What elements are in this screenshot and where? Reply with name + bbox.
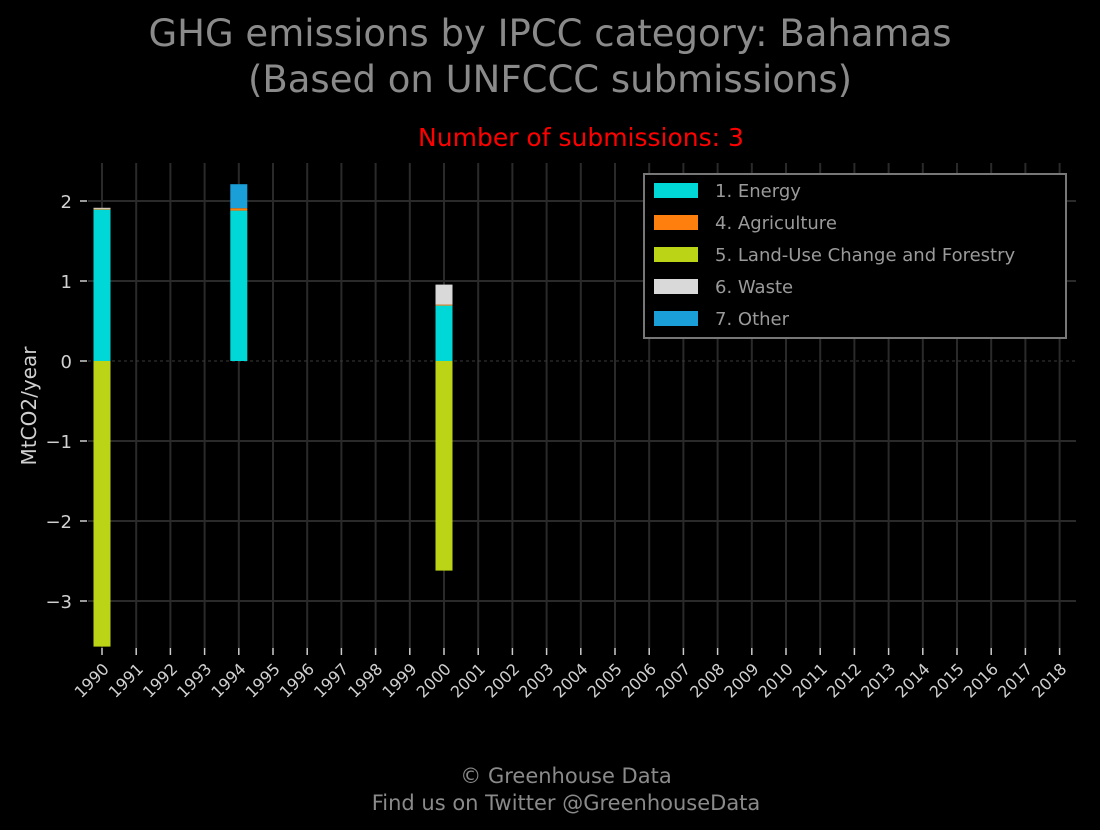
x-tick-label: 2000 [413, 659, 455, 701]
legend-label: 1. Energy [715, 181, 801, 202]
grid [88, 163, 1076, 648]
y-tick-label: −2 [45, 512, 72, 533]
bar-segment [435, 304, 453, 306]
x-tick-label: 1998 [344, 659, 386, 701]
y-axis-label: MtCO2/year [17, 346, 41, 466]
x-tick-label: 2014 [891, 659, 933, 701]
x-tick-label: 2004 [549, 659, 591, 701]
x-tick-label: 2009 [720, 659, 762, 701]
legend-swatch [654, 215, 698, 230]
legend-label: 7. Other [715, 309, 790, 330]
y-tick-label: 1 [61, 272, 72, 293]
x-tick-label: 2002 [481, 659, 523, 701]
bars [93, 184, 453, 647]
x-tick-label: 2006 [618, 659, 660, 701]
x-tick-label: 1997 [310, 659, 352, 701]
x-tick-label: 1994 [207, 659, 249, 701]
bar-segment [435, 305, 453, 361]
bar-segment [93, 207, 111, 209]
footer-twitter: Find us on Twitter @GreenhouseData [371, 791, 761, 815]
x-tick-label: 1996 [276, 659, 318, 701]
x-tick-label: 2018 [1028, 659, 1070, 701]
x-tick-label: 1992 [139, 659, 181, 701]
bar-segment [435, 361, 453, 571]
chart-title: GHG emissions by IPCC category: Bahamas [148, 12, 952, 55]
x-tick-label: 2001 [447, 659, 489, 701]
legend-swatch [654, 247, 698, 262]
legend-box [643, 173, 1067, 339]
x-tick-label: 1993 [173, 659, 215, 701]
legend-swatch [654, 311, 698, 326]
x-tick-label: 2013 [857, 659, 899, 701]
bar-segment [435, 284, 453, 305]
legend-swatch [654, 183, 698, 198]
y-tick-label: 0 [61, 352, 72, 373]
x-tick-label: 1999 [378, 659, 420, 701]
x-tick-label: 1991 [105, 659, 147, 701]
legend-label: 6. Waste [715, 277, 793, 298]
chart-title-line2: (Based on UNFCCC submissions) [247, 58, 853, 101]
x-tick-label: 2017 [994, 659, 1036, 701]
x-tick-label: 2003 [515, 659, 557, 701]
y-tick-label: −3 [45, 592, 72, 613]
legend-label: 4. Agriculture [715, 213, 837, 234]
x-tick-label: 1990 [71, 659, 113, 701]
legend: 1. Energy 4. Agriculture 5. Land-Use Chang… [643, 173, 1067, 339]
bar-segment [93, 361, 111, 647]
bar-segment [230, 210, 248, 361]
x-tick-label: 2005 [584, 659, 626, 701]
x-tick-label: 2008 [686, 659, 728, 701]
x-tick-label: 2016 [960, 659, 1002, 701]
x-tick-label: 2015 [926, 659, 968, 701]
legend-label: 5. Land-Use Change and Forestry [715, 245, 1015, 266]
footer-copyright: © Greenhouse Data [460, 764, 672, 788]
y-tick-label: −1 [45, 432, 72, 453]
y-tick-label: 2 [61, 192, 72, 213]
bar-segment [93, 208, 111, 210]
bar-segment [93, 209, 111, 361]
chart-subtitle: Number of submissions: 3 [418, 123, 744, 152]
x-tick-label: 2010 [755, 659, 797, 701]
x-tick-label: 2012 [823, 659, 865, 701]
bar-segment [230, 208, 248, 211]
x-tick-label: 1995 [242, 659, 284, 701]
x-tick-label: 2007 [652, 659, 694, 701]
x-tick-label: 2011 [789, 659, 831, 701]
bar-segment [230, 184, 248, 209]
legend-swatch [654, 279, 698, 294]
